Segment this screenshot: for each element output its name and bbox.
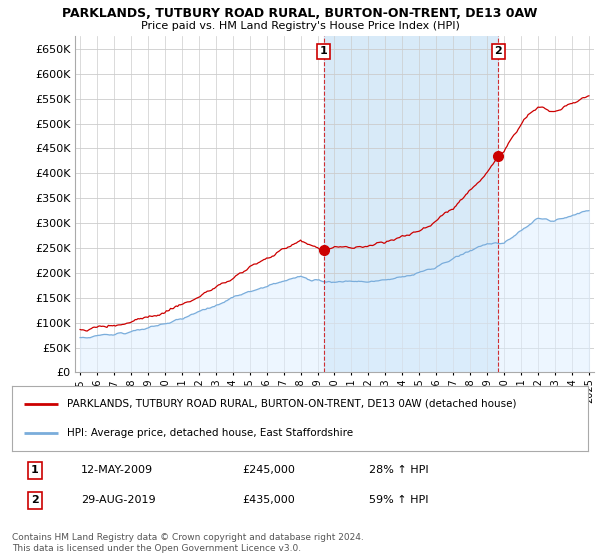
Text: £245,000: £245,000: [242, 465, 295, 475]
Text: Contains HM Land Registry data © Crown copyright and database right 2024.
This d: Contains HM Land Registry data © Crown c…: [12, 533, 364, 553]
Text: £435,000: £435,000: [242, 496, 295, 506]
Text: 29-AUG-2019: 29-AUG-2019: [81, 496, 156, 506]
Text: Price paid vs. HM Land Registry's House Price Index (HPI): Price paid vs. HM Land Registry's House …: [140, 21, 460, 31]
Text: 1: 1: [31, 465, 39, 475]
Text: 2: 2: [31, 496, 39, 506]
Text: 2: 2: [494, 46, 502, 57]
Text: HPI: Average price, detached house, East Staffordshire: HPI: Average price, detached house, East…: [67, 428, 353, 438]
Bar: [323, 36, 499, 372]
Text: 59% ↑ HPI: 59% ↑ HPI: [369, 496, 428, 506]
Text: 28% ↑ HPI: 28% ↑ HPI: [369, 465, 429, 475]
Text: 1: 1: [320, 46, 328, 57]
Text: PARKLANDS, TUTBURY ROAD RURAL, BURTON-ON-TRENT, DE13 0AW (detached house): PARKLANDS, TUTBURY ROAD RURAL, BURTON-ON…: [67, 399, 516, 409]
Text: 12-MAY-2009: 12-MAY-2009: [81, 465, 153, 475]
Text: PARKLANDS, TUTBURY ROAD RURAL, BURTON-ON-TRENT, DE13 0AW: PARKLANDS, TUTBURY ROAD RURAL, BURTON-ON…: [62, 7, 538, 20]
